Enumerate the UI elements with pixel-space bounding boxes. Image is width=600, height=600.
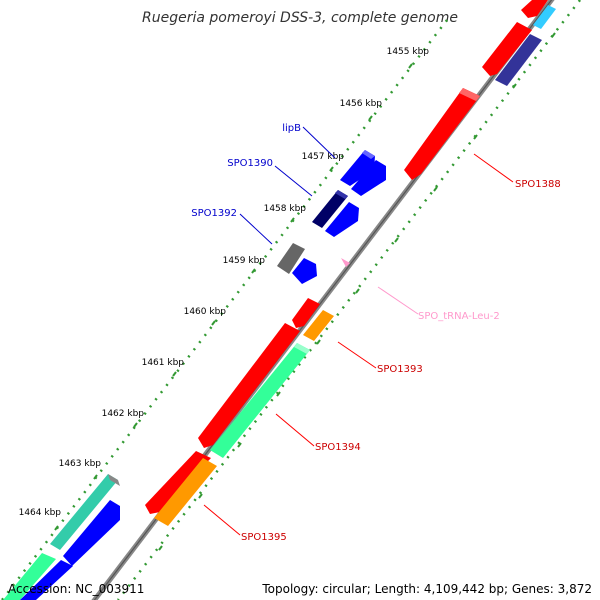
label-SPO_tRNA-Leu-2: SPO_tRNA-Leu-2 [418, 311, 500, 322]
feature-forward-blue-2 [351, 160, 386, 196]
label-SPO1388: SPO1388 [515, 179, 561, 190]
feature-reverse-cyan-top [533, 5, 556, 29]
feature-SPO1394[interactable] [210, 343, 310, 458]
feature-forward-blue-4 [292, 258, 317, 284]
feature-SPO1392[interactable] [277, 243, 305, 274]
label-connectors [203, 126, 514, 536]
feature-reverse-red-top [482, 0, 548, 76]
accession-label: Accession: NC_003911 [8, 582, 145, 596]
forward-strand-features [3, 150, 386, 600]
tick-label-1462: 1462 kbp [102, 409, 145, 419]
feature-reverse-red-long [145, 323, 300, 514]
tick-label-1458: 1458 kbp [264, 204, 307, 214]
tick-label-1460: 1460 kbp [184, 307, 227, 317]
reverse-strand-features [145, 0, 556, 526]
label-lipB: lipB [282, 123, 301, 134]
tick-label-1459: 1459 kbp [223, 256, 266, 266]
tick-label-1456: 1456 kbp [340, 99, 383, 109]
tick-label-1457: 1457 kbp [302, 152, 345, 162]
label-SPO1393: SPO1393 [377, 364, 423, 375]
feature-forward-multicolor-bottom [3, 474, 120, 600]
label-SPO1394: SPO1394 [315, 442, 361, 453]
label-SPO1390: SPO1390 [227, 158, 273, 169]
feature-lipB[interactable] [340, 150, 375, 186]
feature-reverse-red-mid [292, 298, 320, 328]
feature-forward-blue-3 [325, 202, 359, 237]
feature-SPO1393[interactable] [303, 310, 334, 341]
feature-reverse-purple-top [495, 34, 542, 86]
tick-track-outer [117, 0, 581, 600]
label-SPO1392: SPO1392 [191, 208, 237, 219]
feature-SPO1388[interactable] [404, 88, 480, 180]
map-title: Ruegeria pomeroyi DSS-3, complete genome [142, 10, 458, 26]
major-tick-marks [54, 32, 556, 551]
tick-label-1455: 1455 kbp [387, 47, 430, 57]
tick-label-1464: 1464 kbp [19, 508, 62, 518]
topology-summary: Topology: circular; Length: 4,109,442 bp… [262, 582, 592, 596]
tick-label-1461: 1461 kbp [142, 358, 185, 368]
tick-label-1463: 1463 kbp [59, 459, 102, 469]
feature-SPO1390[interactable] [312, 190, 348, 228]
feature-SPO1395[interactable] [154, 458, 217, 526]
feature-SPO_tRNA-Leu-2[interactable] [341, 258, 350, 267]
label-SPO1395: SPO1395 [241, 532, 287, 543]
